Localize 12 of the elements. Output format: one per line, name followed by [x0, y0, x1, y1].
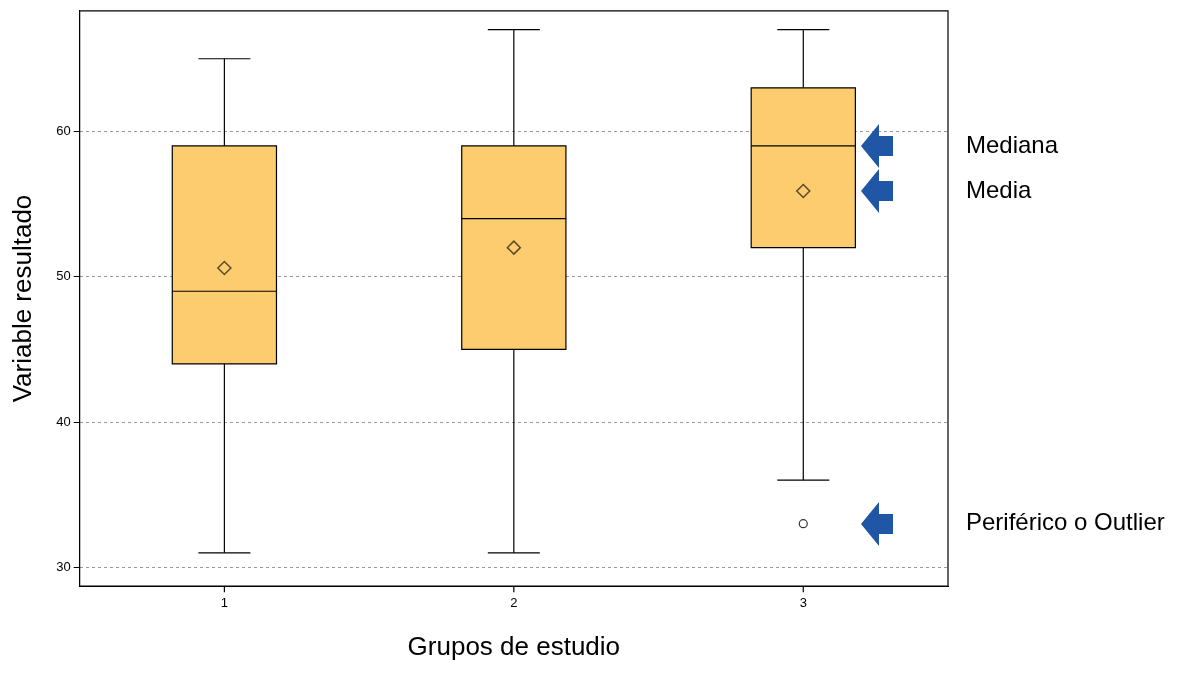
x-tick-label: 3 — [799, 594, 807, 610]
y-tick-label: 40 — [56, 413, 71, 429]
x-axis-title: Grupos de estudio — [407, 630, 621, 661]
text: Mediana — [966, 130, 1059, 158]
y-tick-label: 60 — [56, 122, 71, 138]
y-tick-label: 30 — [56, 558, 71, 574]
text: Media — [966, 175, 1033, 203]
text: Periférico o Outlier — [966, 508, 1165, 536]
y-tick-label: 50 — [56, 268, 71, 284]
x-tick-label: 1 — [220, 594, 228, 610]
x-tick-label: 2 — [510, 594, 518, 610]
y-axis-title: Variable resultado — [6, 194, 37, 403]
